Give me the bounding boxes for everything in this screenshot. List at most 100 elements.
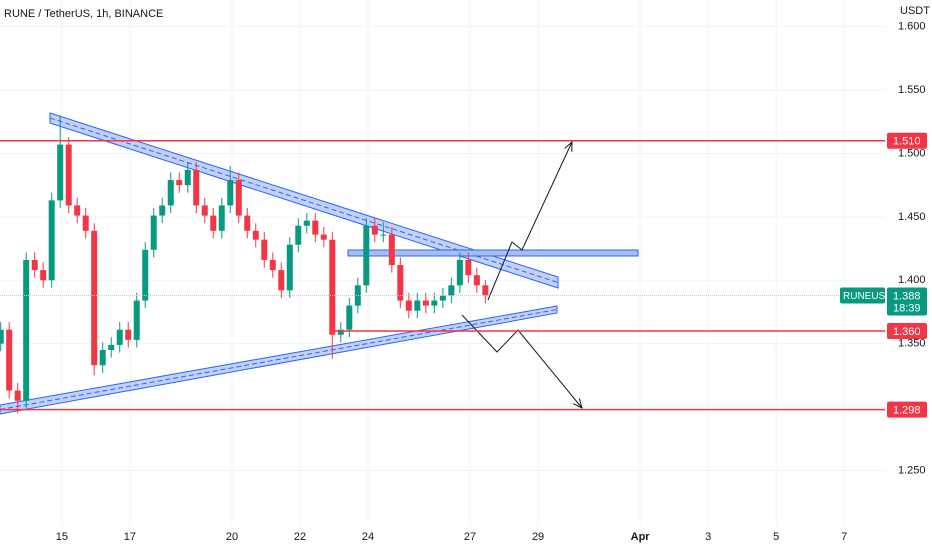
candle-body	[6, 329, 13, 391]
x-tick-label: Apr	[631, 531, 651, 543]
candle-body	[286, 244, 293, 291]
candle-body	[0, 329, 4, 344]
symbol-label: RUNEUSDT	[843, 291, 899, 302]
y-tick-label: 1.450	[898, 211, 926, 223]
y-tick-label: 1.550	[898, 84, 926, 96]
candle-body	[465, 259, 472, 276]
countdown-label: 18:39	[893, 302, 921, 314]
candle-body	[354, 285, 361, 306]
candle-body	[48, 200, 55, 281]
candle-body	[227, 180, 234, 206]
last-price-label: 1.388	[893, 290, 921, 302]
candle-body	[388, 234, 395, 266]
level-tag	[887, 322, 927, 339]
candle-body	[116, 329, 123, 345]
candle-body	[346, 305, 353, 330]
candle-body	[448, 285, 455, 296]
candle-body	[278, 270, 285, 291]
chart-title: RUNE / TetherUS, 1h, BINANCE	[4, 8, 163, 20]
candle-body	[142, 249, 149, 301]
x-tick-label: 22	[294, 531, 306, 543]
arrows	[461, 142, 582, 408]
level-tag	[887, 401, 927, 418]
x-tick-label: 7	[841, 531, 847, 543]
candle-body	[99, 350, 106, 366]
candle-body	[261, 239, 268, 260]
candle-body	[371, 225, 378, 235]
candle-body	[320, 234, 327, 240]
level-label: 1.510	[893, 136, 921, 148]
x-tick-label: 15	[56, 531, 68, 543]
candle-body	[74, 205, 81, 216]
candle-body	[57, 144, 64, 201]
candle-body	[125, 329, 132, 340]
candle-body	[363, 225, 370, 286]
candle-body	[210, 215, 217, 231]
candle-body	[133, 300, 140, 340]
bull-arrow	[487, 142, 572, 301]
candle-body	[456, 259, 463, 286]
y-tick-label: 1.500	[898, 147, 926, 159]
y-tick-label: 1.600	[898, 21, 926, 33]
candles	[0, 115, 489, 414]
candle-body	[405, 300, 412, 311]
candle-body	[193, 169, 200, 206]
candle-body	[473, 275, 480, 286]
candle-body	[82, 215, 89, 231]
candle-body	[312, 220, 319, 235]
x-tick-label: 5	[773, 531, 779, 543]
candle-body	[414, 300, 421, 311]
candle-body	[397, 265, 404, 301]
symbol-tag	[840, 287, 885, 304]
candle-body	[303, 220, 310, 226]
candle-body	[159, 205, 166, 216]
x-tick-label: 3	[705, 531, 711, 543]
candle-body	[108, 344, 115, 350]
candle-body	[167, 180, 174, 206]
y-tick-label: 1.250	[898, 464, 926, 476]
x-tick-label: 27	[464, 531, 476, 543]
axis-unit: USDT	[900, 5, 930, 17]
candle-body	[295, 225, 302, 245]
candle-body	[184, 169, 191, 186]
level-label: 1.298	[893, 405, 921, 417]
candle-body	[31, 259, 38, 271]
candle-body	[252, 230, 259, 240]
price-axis	[885, 0, 932, 550]
candle-body	[150, 215, 157, 250]
grid	[0, 0, 885, 525]
axes: 1.6001.5501.5001.4501.4001.3501.3001.250…	[56, 21, 926, 543]
candle-body	[422, 300, 429, 306]
y-tick-label: 1.400	[898, 274, 926, 286]
candle-body	[337, 329, 344, 335]
candle-body	[439, 295, 446, 301]
candle-body	[244, 215, 251, 231]
candle-body	[218, 205, 225, 231]
candle-body	[269, 259, 276, 271]
candle-body	[235, 180, 242, 216]
candle-body	[23, 259, 30, 401]
x-tick-label: 20	[226, 531, 238, 543]
candle-body	[65, 144, 72, 206]
y-tick-label: 1.350	[898, 338, 926, 350]
last-price-tag	[887, 287, 927, 316]
candle-body	[176, 180, 183, 186]
candle-body	[482, 285, 489, 296]
lower-channel-mid	[0, 309, 558, 410]
candle-body	[201, 205, 208, 216]
resistance-zone	[347, 249, 639, 257]
time-axis	[0, 525, 885, 550]
x-tick-label: 29	[532, 531, 544, 543]
candle-body	[431, 300, 438, 306]
bear-arrow	[461, 314, 582, 408]
candle-body	[91, 230, 98, 366]
candle-body	[14, 390, 21, 401]
drawings	[0, 112, 639, 415]
x-tick-label: 24	[362, 531, 374, 543]
level-tag	[887, 132, 927, 149]
candle-body	[40, 270, 47, 281]
x-tick-label: 17	[124, 531, 136, 543]
candle-body	[329, 239, 336, 335]
level-label: 1.360	[893, 326, 921, 338]
